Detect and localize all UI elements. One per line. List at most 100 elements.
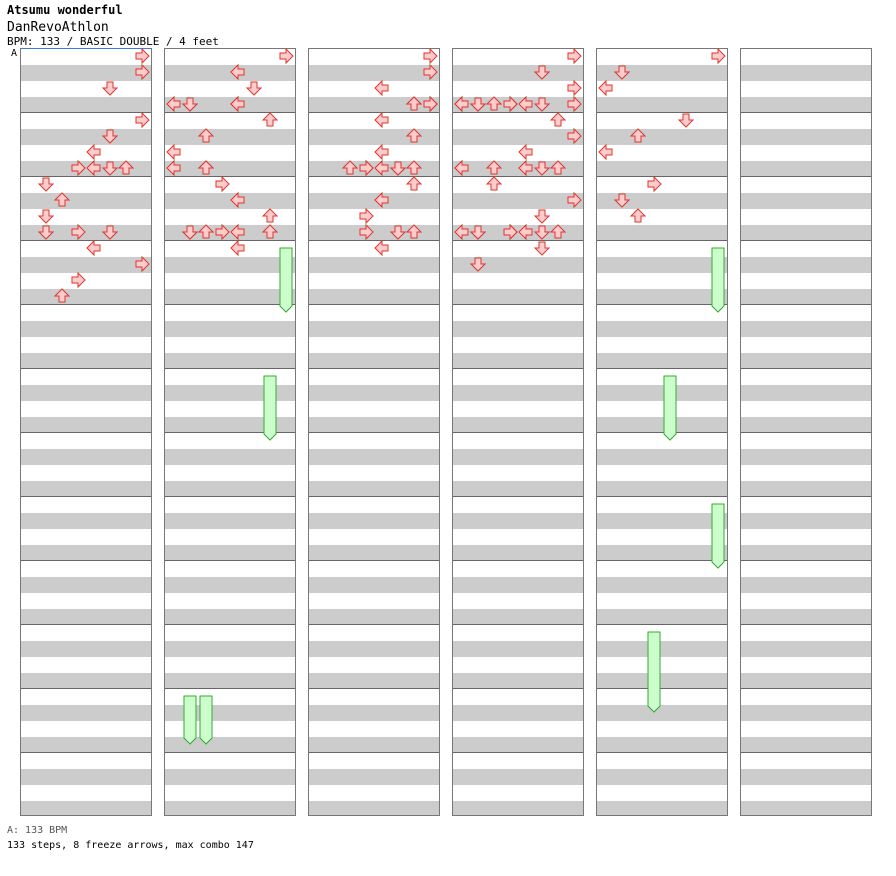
right-arrow-icon: [135, 63, 150, 81]
song-title: Atsumu wonderful: [7, 3, 123, 17]
left-arrow-icon: [86, 159, 101, 177]
right-arrow-icon: [423, 63, 438, 81]
right-arrow-icon: [359, 159, 374, 177]
measure-line: [597, 176, 727, 177]
down-arrow-icon: [469, 225, 487, 240]
chart-column: [452, 48, 584, 816]
up-arrow-icon: [485, 176, 503, 191]
measure-line: [21, 752, 151, 753]
up-arrow-icon: [197, 160, 215, 175]
chart-summary: 133 steps, 8 freeze arrows, max combo 14…: [7, 840, 254, 851]
measure-line: [165, 624, 295, 625]
right-arrow-icon: [503, 223, 518, 241]
right-arrow-icon: [359, 207, 374, 225]
measure-line: [741, 112, 871, 113]
down-arrow-icon: [181, 225, 199, 240]
up-arrow-icon: [53, 192, 71, 207]
measure-line: [741, 560, 871, 561]
right-arrow-icon: [423, 95, 438, 113]
up-arrow-icon: [261, 208, 279, 223]
left-arrow-icon: [454, 159, 469, 177]
up-arrow-icon: [629, 128, 647, 143]
down-arrow-icon: [533, 209, 551, 224]
measure-line: [21, 240, 151, 241]
up-arrow-icon: [197, 224, 215, 239]
measure-line: [453, 112, 583, 113]
down-arrow-icon: [101, 161, 119, 176]
measure-line: [597, 240, 727, 241]
down-arrow-icon: [613, 65, 631, 80]
up-arrow-icon: [53, 288, 71, 303]
measure-line: [597, 304, 727, 305]
up-arrow-icon: [549, 224, 567, 239]
left-arrow-icon: [166, 159, 181, 177]
measure-line: [165, 688, 295, 689]
up-arrow-icon: [261, 224, 279, 239]
right-arrow-icon: [423, 47, 438, 65]
measure-line: [21, 560, 151, 561]
up-arrow-icon: [549, 160, 567, 175]
left-arrow-icon: [230, 223, 245, 241]
right-arrow-icon: [135, 111, 150, 129]
up-arrow-icon: [405, 96, 423, 111]
left-arrow-icon: [166, 143, 181, 161]
measure-line: [309, 176, 439, 177]
left-arrow-icon: [230, 95, 245, 113]
left-arrow-icon: [374, 143, 389, 161]
measure-line: [741, 368, 871, 369]
measure-line: [597, 752, 727, 753]
left-arrow-icon: [230, 239, 245, 257]
right-arrow-icon: [71, 271, 86, 289]
up-arrow-icon: [117, 160, 135, 175]
right-arrow-icon: [567, 127, 582, 145]
down-arrow-icon: [389, 225, 407, 240]
down-arrow-icon: [533, 241, 551, 256]
down-arrow-icon: [37, 177, 55, 192]
right-arrow-icon: [567, 191, 582, 209]
measure-line: [741, 240, 871, 241]
chart-column: [308, 48, 440, 816]
measure-line: [597, 496, 727, 497]
right-arrow-icon: [215, 175, 230, 193]
down-arrow-icon: [101, 81, 119, 96]
freeze-arrow: [647, 631, 661, 713]
song-artist: DanRevoAthlon: [7, 20, 109, 35]
up-arrow-icon: [261, 112, 279, 127]
freeze-arrow: [711, 247, 725, 313]
bpm-change-line: [21, 48, 152, 49]
measure-line: [309, 496, 439, 497]
measure-line: [741, 176, 871, 177]
measure-line: [21, 432, 151, 433]
measure-line: [165, 112, 295, 113]
up-arrow-icon: [629, 208, 647, 223]
measure-line: [453, 368, 583, 369]
measure-line: [21, 688, 151, 689]
right-arrow-icon: [135, 47, 150, 65]
down-arrow-icon: [181, 97, 199, 112]
left-arrow-icon: [86, 239, 101, 257]
measure-line: [309, 688, 439, 689]
left-arrow-icon: [374, 159, 389, 177]
right-arrow-icon: [567, 79, 582, 97]
up-arrow-icon: [405, 176, 423, 191]
measure-line: [309, 560, 439, 561]
measure-line: [453, 432, 583, 433]
measure-line: [21, 368, 151, 369]
down-arrow-icon: [101, 225, 119, 240]
up-arrow-icon: [485, 160, 503, 175]
down-arrow-icon: [533, 161, 551, 176]
down-arrow-icon: [677, 113, 695, 128]
measure-line: [21, 112, 151, 113]
up-arrow-icon: [405, 224, 423, 239]
down-arrow-icon: [101, 129, 119, 144]
right-arrow-icon: [71, 223, 86, 241]
chart-column: [740, 48, 872, 816]
measure-line: [165, 496, 295, 497]
measure-line: [597, 112, 727, 113]
right-arrow-icon: [711, 47, 726, 65]
measure-line: [597, 624, 727, 625]
up-arrow-icon: [197, 128, 215, 143]
left-arrow-icon: [374, 239, 389, 257]
freeze-arrow: [183, 695, 197, 745]
